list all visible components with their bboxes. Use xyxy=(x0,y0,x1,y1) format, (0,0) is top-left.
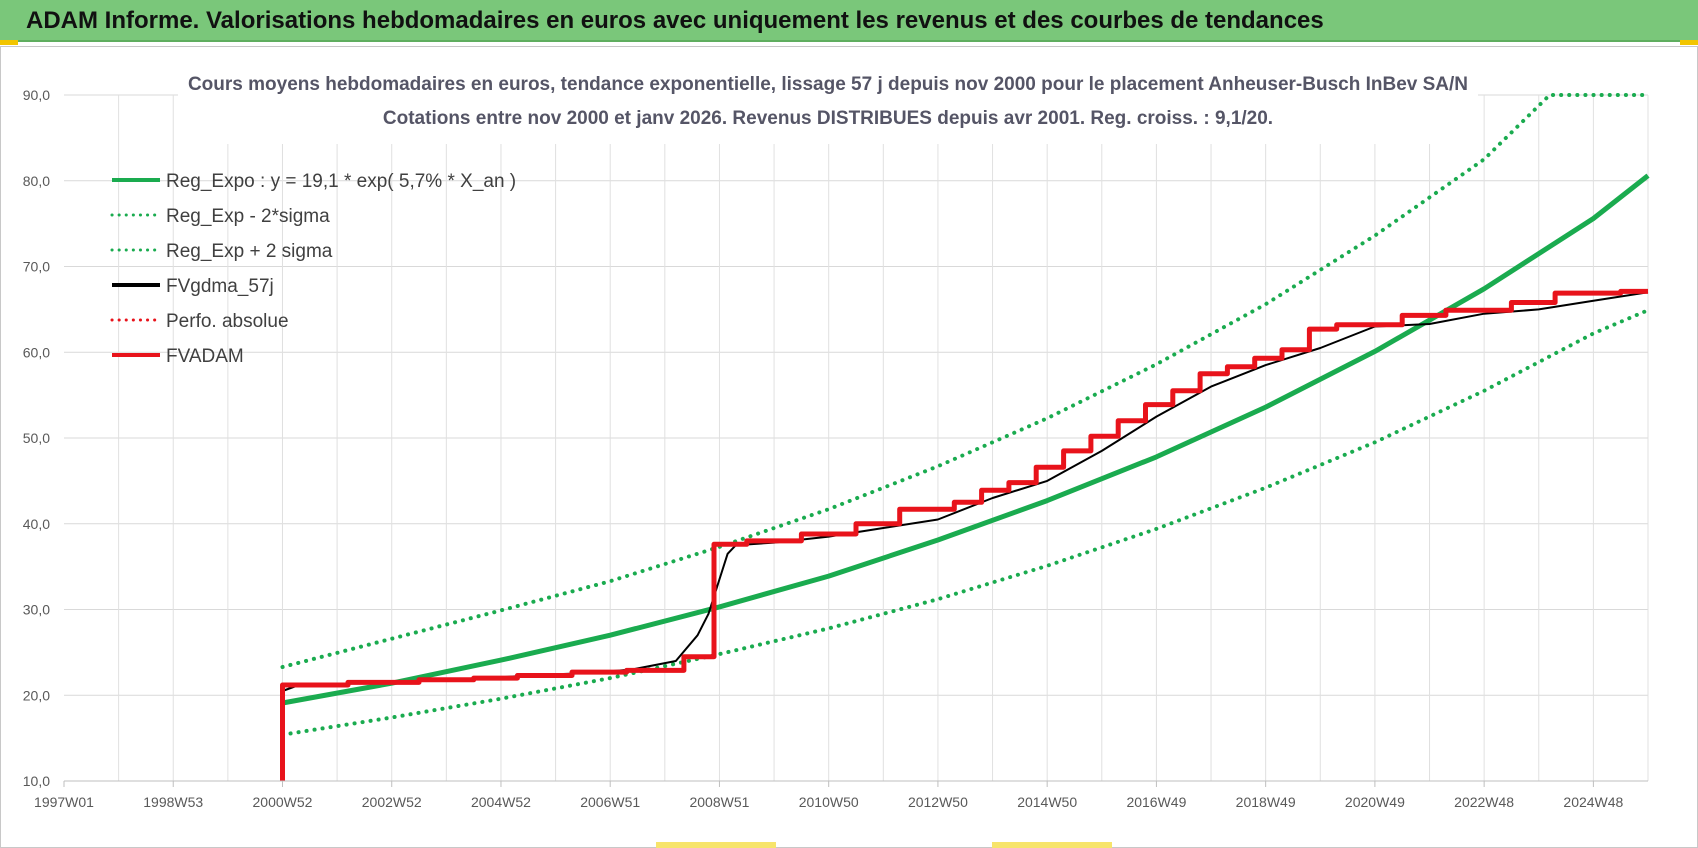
y-tick-label: 90,0 xyxy=(23,87,50,103)
x-tick-label: 2012W50 xyxy=(908,794,968,810)
legend-label-1: Reg_Exp - 2*sigma xyxy=(166,206,330,227)
bottom-tab-left xyxy=(656,842,776,848)
legend-label-5: FVADAM xyxy=(166,346,244,367)
chart-title-line2: Cotations entre nov 2000 et janv 2026. R… xyxy=(383,108,1273,129)
x-tick-label: 2018W49 xyxy=(1236,794,1296,810)
y-tick-label: 40,0 xyxy=(23,516,50,532)
axes: 10,0 20,0 30,0 40,0 50,0 60,0 70,0 80,0 90,0 1997… xyxy=(23,87,1648,810)
grid xyxy=(64,94,1649,782)
bottom-tab-right xyxy=(992,842,1112,848)
title-backdrop xyxy=(178,58,1478,144)
series-line-1 xyxy=(280,308,1650,737)
x-tick-label: 2014W50 xyxy=(1017,794,1077,810)
legend-label-3: FVgdma_57j xyxy=(166,276,274,297)
chart-title-line1: Cours moyens hebdomadaires en euros, ten… xyxy=(188,74,1468,95)
series-layer xyxy=(280,93,1650,781)
y-tick-label: 30,0 xyxy=(23,602,50,618)
x-tick-label: 2016W49 xyxy=(1126,794,1186,810)
legend-label-0: Reg_Expo : y = 19,1 * exp( 5,7% * X_an ) xyxy=(166,171,516,192)
x-tick-label: 1998W53 xyxy=(143,794,203,810)
y-tick-label: 50,0 xyxy=(23,430,50,446)
y-tick-label: 20,0 xyxy=(23,687,50,703)
x-tick-label: 1997W01 xyxy=(34,794,94,810)
left-corner-mark xyxy=(0,40,18,45)
legend-label-4: Perfo. absolue xyxy=(166,311,289,332)
y-tick-label: 80,0 xyxy=(23,173,50,189)
legend: Reg_Expo : y = 19,1 * exp( 5,7% * X_an )… xyxy=(110,171,516,367)
x-tick-label: 2022W48 xyxy=(1454,794,1514,810)
y-tick-label: 60,0 xyxy=(23,344,50,360)
x-tick-label: 2002W52 xyxy=(362,794,422,810)
y-tick-label: 70,0 xyxy=(23,259,50,275)
report-title-banner: ADAM Informe. Valorisations hebdomadaire… xyxy=(0,0,1698,42)
x-tick-label: 2020W49 xyxy=(1345,794,1405,810)
series-line-2 xyxy=(280,93,1650,669)
legend-label-2: Reg_Exp + 2 sigma xyxy=(166,241,333,262)
x-tick-label: 2024W48 xyxy=(1563,794,1623,810)
right-corner-mark xyxy=(1680,40,1698,45)
x-tick-label: 2004W52 xyxy=(471,794,531,810)
x-tick-label: 2006W51 xyxy=(580,794,640,810)
series-line-5 xyxy=(280,288,1648,781)
series-line-0 xyxy=(282,173,1650,706)
y-tick-label: 10,0 xyxy=(23,773,50,789)
x-tick-label: 2008W51 xyxy=(689,794,749,810)
report-title: ADAM Informe. Valorisations hebdomadaire… xyxy=(26,7,1324,34)
x-tick-label: 2010W50 xyxy=(799,794,859,810)
x-tick-label: 2000W52 xyxy=(253,794,313,810)
line-chart: 10,0 20,0 30,0 40,0 50,0 60,0 70,0 80,0 90,0 1997… xyxy=(23,58,1650,810)
